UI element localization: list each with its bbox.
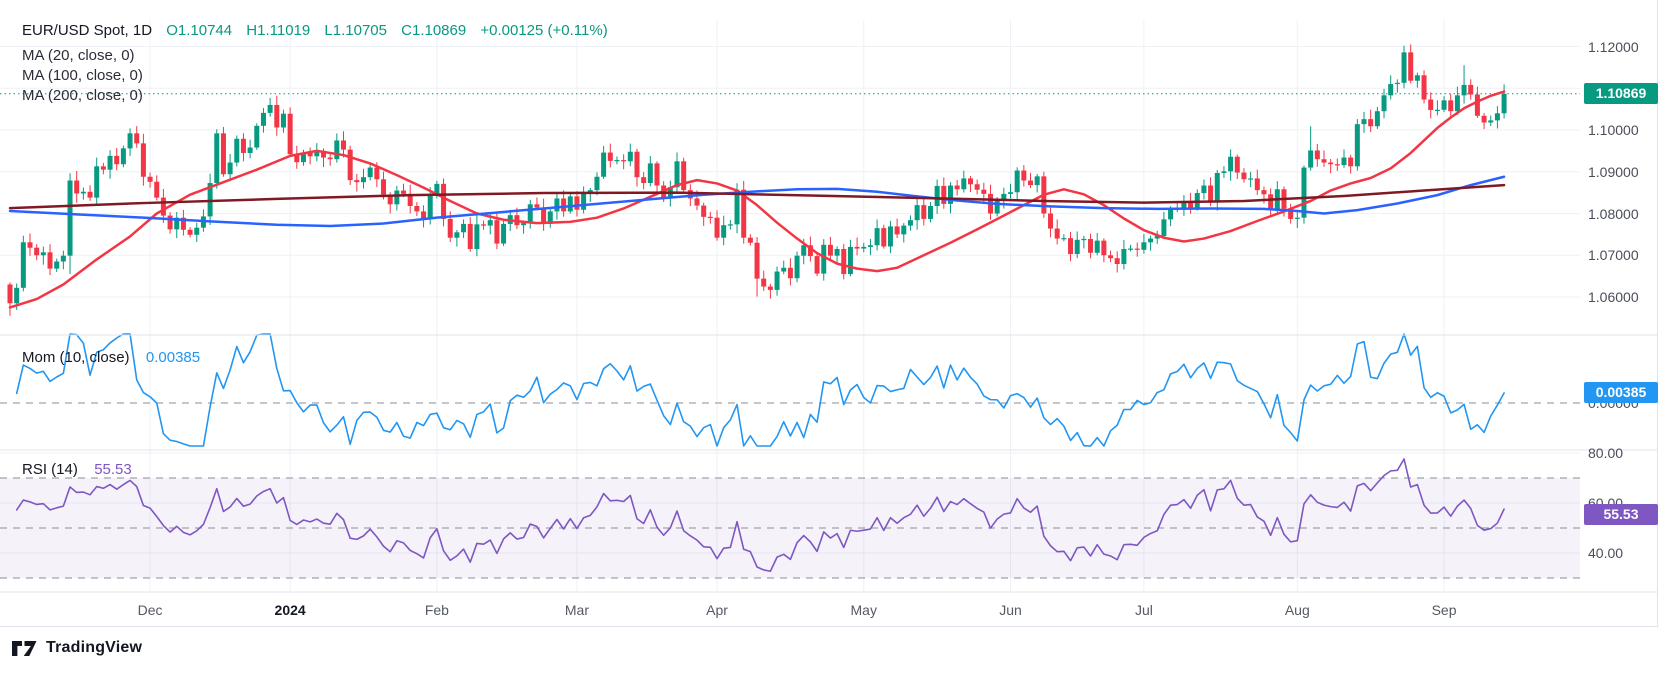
last-price-badge: 1.10869 <box>1584 83 1658 105</box>
ma-200-legend[interactable]: MA (200, close, 0) <box>22 87 143 104</box>
ma-20-label: MA (20, close, 0) <box>22 47 135 64</box>
time-tick-label: 2024 <box>274 602 306 618</box>
momentum-legend[interactable]: Mom (10, close) 0.00385 <box>22 349 200 366</box>
rsi-tick-label: 40.00 <box>1588 545 1624 561</box>
price-tick-label: 1.10000 <box>1588 122 1639 138</box>
price-tick-label: 1.07000 <box>1588 247 1639 264</box>
price-tick-label: 1.12000 <box>1588 38 1639 55</box>
ma-100-legend[interactable]: MA (100, close, 0) <box>22 67 143 84</box>
time-tick-label: Mar <box>564 602 589 618</box>
time-tick-label: Jul <box>1134 602 1153 618</box>
price-tick-label: 1.06000 <box>1588 289 1639 305</box>
open-value: O1.10744 <box>166 22 233 39</box>
time-tick-label: Feb <box>424 602 449 618</box>
momentum-label: Mom (10, close) <box>22 349 130 366</box>
tradingview-logo-icon <box>12 640 37 656</box>
rsi-tick-label: 80.00 <box>1588 445 1624 461</box>
time-tick-label: Dec <box>137 602 163 618</box>
ma-20-legend[interactable]: MA (20, close, 0) <box>22 47 135 64</box>
time-tick-label: Jun <box>999 602 1022 618</box>
momentum-value-badge: 0.00385 <box>1584 382 1658 404</box>
ma-200-label: MA (200, close, 0) <box>22 87 143 104</box>
momentum-current-value: 0.00385 <box>145 349 201 366</box>
time-tick-label: Sep <box>1431 602 1457 618</box>
time-tick-label: May <box>850 602 877 618</box>
time-tick-label: Aug <box>1284 602 1310 618</box>
change-value: +0.00125 (+0.11%) <box>480 22 608 39</box>
time-tick-label: Apr <box>706 602 728 618</box>
symbol-title: EUR/USD Spot, 1D <box>22 22 153 39</box>
price-tick-label: 1.08000 <box>1588 205 1639 222</box>
rsi-legend[interactable]: RSI (14) 55.53 <box>22 461 132 478</box>
rsi-current-value: 55.53 <box>94 461 132 478</box>
price-tick-label: 1.09000 <box>1588 163 1639 180</box>
high-value: H1.11019 <box>246 22 311 39</box>
low-value: L1.10705 <box>324 22 387 39</box>
rsi-value-badge: 55.53 <box>1584 503 1658 525</box>
tradingview-logo[interactable]: TradingView <box>12 639 142 657</box>
ma-100-label: MA (100, close, 0) <box>22 67 143 84</box>
close-value: C1.10869 <box>401 22 467 39</box>
rsi-label: RSI (14) <box>22 461 78 478</box>
tradingview-wordmark: TradingView <box>46 639 143 656</box>
symbol-legend[interactable]: EUR/USD Spot, 1D O1.10744 H1.11019 L1.10… <box>22 22 608 39</box>
